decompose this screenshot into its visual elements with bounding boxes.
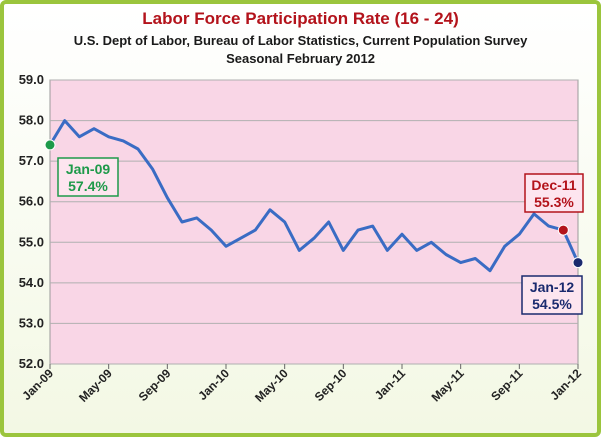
y-tick-label: 54.0 [19,275,44,290]
x-tick-label: May-09 [76,366,115,405]
callout-box [57,157,119,197]
callout-value: 54.5% [532,296,572,312]
x-tick-label: Sep-11 [488,366,525,403]
highlight-point [572,257,584,269]
chart-title: Labor Force Participation Rate (16 - 24) [142,9,459,28]
y-tick-label: 55.0 [19,234,44,249]
callout-value: 55.3% [534,194,574,210]
x-tick-label: Jan-09 [19,366,56,403]
y-tick-label: 57.0 [19,153,44,168]
callout-value: 57.4% [68,178,108,194]
x-tick-label: Jan-11 [372,366,409,403]
x-tick-label: Jan-10 [195,366,232,403]
x-tick-label: Sep-10 [312,366,350,404]
plot-area [49,79,579,365]
callout-box [524,173,584,213]
chart-subtitle-source: U.S. Dept of Labor, Bureau of Labor Stat… [73,33,528,48]
y-tick-label: 58.0 [19,113,44,128]
x-tick-label: May-11 [429,366,467,404]
callout-label: Dec-11 [531,177,576,193]
x-tick-label: Sep-09 [136,366,174,404]
x-tick-label: Jan-12 [547,366,584,403]
highlight-point [44,139,56,151]
chart-subtitle-date: Seasonal February 2012 [226,51,375,66]
callout-label: Jan-09 [66,161,111,177]
callout-label: Jan-12 [530,279,575,295]
highlight-point [557,224,569,236]
series-line [48,119,580,273]
y-tick-label: 53.0 [19,315,44,330]
x-tick-label: May-10 [252,366,291,405]
callout-box [521,275,583,315]
y-tick-label: 52.0 [19,356,44,371]
y-tick-label: 59.0 [19,72,44,87]
y-tick-label: 56.0 [19,194,44,209]
